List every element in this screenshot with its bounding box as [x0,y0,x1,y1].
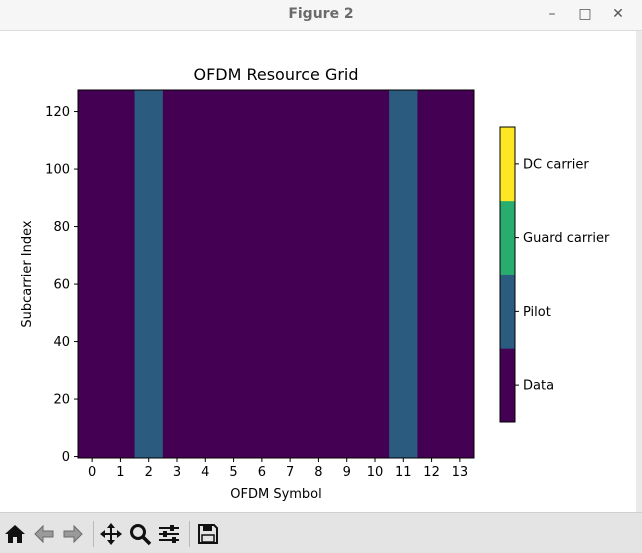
colorbar-label: Guard carrier [523,231,610,246]
colorbar-label: Pilot [523,305,551,320]
x-tick-label: 9 [343,465,351,480]
navigation-toolbar [0,512,642,553]
x-tick-label: 6 [258,465,266,480]
x-axis: 0 1 2 3 4 5 6 7 8 9 10 11 12 13 [88,458,468,480]
maximize-button[interactable]: □ [578,6,592,22]
y-tick-label: 40 [53,335,70,350]
y-axis-label: Subcarrier Index [20,220,35,327]
heatmap-column-5 [219,90,249,458]
colorbar-segment-1 [500,274,515,349]
x-tick-label: 10 [367,465,384,480]
window-title: Figure 2 [288,6,354,22]
heatmap-column-6 [247,90,277,458]
x-tick-label: 4 [201,465,209,480]
window-edge [636,31,642,512]
toolbar-separator [93,521,94,547]
heatmap-column-3 [162,90,192,458]
x-tick-label: 3 [173,465,181,480]
colorbar-frame [499,126,516,423]
y-tick-label: 100 [45,163,70,178]
figure-canvas[interactable]: 0 1 2 3 4 5 6 7 8 9 10 11 12 13 0 20 40 60 80 100 120 OFDM … [0,31,642,512]
title-bar: Figure 2 – □ ✕ [0,0,642,31]
colorbar-label: DC carrier [523,157,589,172]
minimize-button[interactable]: – [548,6,556,22]
heatmap-column-7 [276,90,305,458]
x-tick-label: 13 [452,465,469,480]
home-icon[interactable] [2,521,28,547]
x-axis-label: OFDM Symbol [230,487,322,502]
colorbar-segment-0 [500,348,515,423]
colorbar-label: Data [523,379,554,394]
colorbar: Data Pilot Guard carrier DC carrier [499,126,610,423]
x-tick-label: 8 [314,465,322,480]
heatmap-column-10 [360,90,390,458]
toolbar-separator [189,521,190,547]
colorbar-segment-2 [500,200,515,275]
x-tick-label: 2 [145,465,153,480]
heatmap-column-13 [445,90,475,458]
heatmap-column-2 [134,90,164,458]
x-tick-label: 1 [116,465,124,480]
x-tick-label: 5 [229,465,237,480]
save-icon[interactable] [195,521,221,547]
heatmap-column-9 [332,90,362,458]
heatmap-column-4 [191,90,220,458]
forward-icon[interactable] [60,521,86,547]
heatmap-column-0 [78,90,107,458]
y-tick-label: 120 [45,105,70,120]
colorbar-segment-3 [500,127,515,202]
heatmap-column-1 [106,90,136,458]
heatmap-column-11 [389,90,418,458]
y-axis: 0 20 40 60 80 100 120 [45,105,78,465]
plot-frame [77,89,475,459]
zoom-icon[interactable] [127,521,153,547]
back-icon[interactable] [31,521,57,547]
configure-subplots-icon[interactable] [156,521,182,547]
x-tick-label: 12 [423,465,440,480]
x-tick-label: 11 [395,465,412,480]
pan-icon[interactable] [98,521,124,547]
heatmap-cells [78,90,475,458]
x-tick-label: 7 [286,465,294,480]
y-tick-label: 20 [53,393,70,408]
x-tick-label: 0 [88,465,96,480]
y-tick-label: 0 [62,450,70,465]
close-button[interactable]: ✕ [612,6,624,22]
y-tick-label: 60 [53,278,70,293]
heatmap-column-12 [417,90,447,458]
y-tick-label: 80 [53,220,70,235]
chart-title: OFDM Resource Grid [193,65,358,84]
heatmap-column-8 [304,90,334,458]
